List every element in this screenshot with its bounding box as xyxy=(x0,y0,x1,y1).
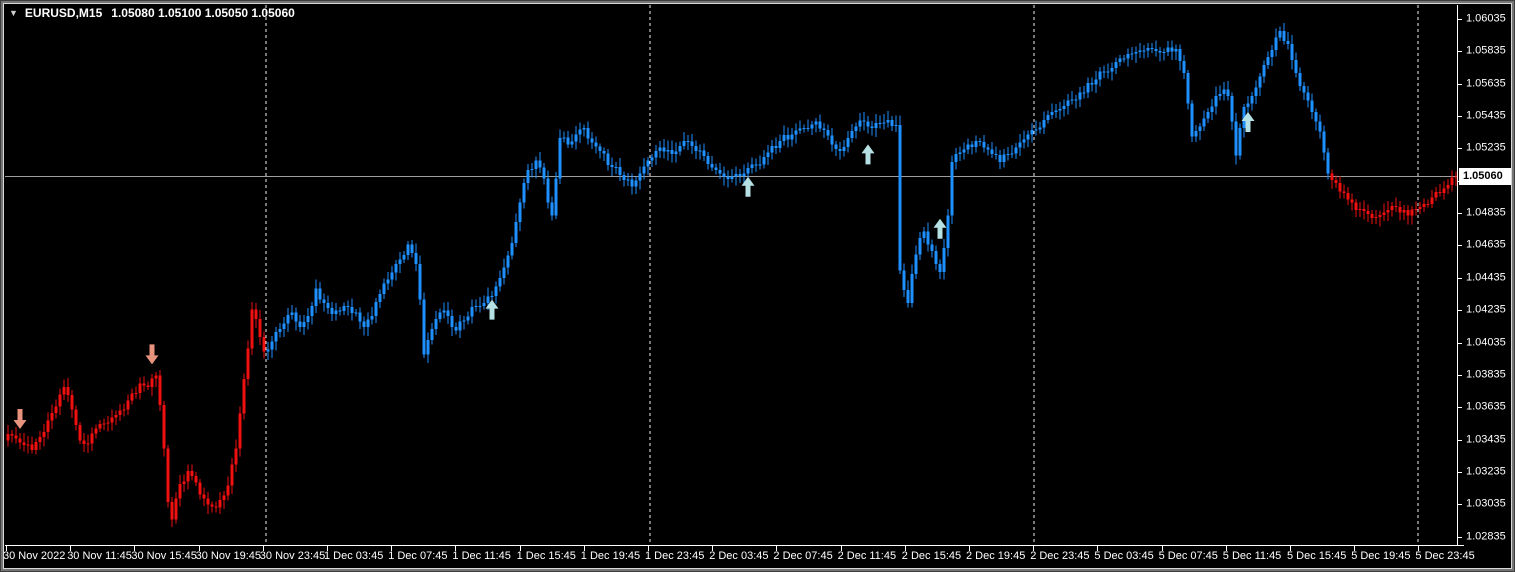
time-tick-mark xyxy=(1418,546,1420,551)
time-tick-mark xyxy=(648,546,649,551)
time-tick-label: 2 Dec 07:45 xyxy=(773,550,833,562)
price-tick-label: 1.04635 xyxy=(1466,238,1506,251)
time-tick-label: 5 Dec 03:45 xyxy=(1094,550,1154,562)
buy-signal-arrow-icon[interactable] xyxy=(933,218,947,239)
price-tick-mark xyxy=(1457,277,1462,279)
buy-signal-arrow-icon[interactable] xyxy=(861,144,875,165)
price-tick-mark xyxy=(1457,19,1462,20)
price-tick-mark xyxy=(1457,83,1462,85)
time-tick-label: 1 Dec 07:45 xyxy=(388,550,448,562)
time-tick-mark xyxy=(6,546,7,551)
time-tick-mark xyxy=(712,546,714,551)
time-tick-mark xyxy=(134,546,136,551)
time-tick-mark xyxy=(327,546,328,551)
time-tick-label: 5 Dec 11:45 xyxy=(1222,550,1282,562)
time-tick-label: 5 Dec 19:45 xyxy=(1351,550,1411,562)
price-tick-mark xyxy=(1457,342,1462,344)
time-tick-mark xyxy=(455,546,457,551)
price-tick-mark xyxy=(1457,51,1462,53)
time-tick-mark xyxy=(1290,546,1291,551)
time-tick-mark xyxy=(1097,546,1099,551)
price-tick-mark xyxy=(1457,310,1462,312)
time-tick-label: 1 Dec 11:45 xyxy=(452,550,511,562)
symbol-label: EURUSD,M15 xyxy=(24,6,103,20)
time-tick-mark xyxy=(840,546,842,551)
price-tick-label: 1.05235 xyxy=(1466,141,1506,154)
time-tick-label: 2 Dec 03:45 xyxy=(709,550,769,562)
price-tick-label: 1.02835 xyxy=(1466,530,1506,543)
time-tick-label: 1 Dec 03:45 xyxy=(324,550,384,562)
time-tick-label: 30 Nov 15:45 xyxy=(131,550,197,562)
time-tick-label: 30 Nov 2022 xyxy=(3,550,66,562)
time-tick-label: 5 Dec 23:45 xyxy=(1415,550,1475,562)
price-tick-mark xyxy=(1457,471,1462,473)
buy-signal-arrow-icon[interactable] xyxy=(485,299,499,320)
buy-signal-arrow-icon[interactable] xyxy=(1241,112,1255,133)
time-tick-label: 1 Dec 19:45 xyxy=(580,550,641,562)
price-tick-label: 1.04835 xyxy=(1466,206,1506,219)
time-tick-label: 1 Dec 15:45 xyxy=(516,550,576,562)
axis-frame-line-vertical xyxy=(1457,5,1458,546)
sell-signal-arrow-icon[interactable] xyxy=(145,344,159,365)
price-tick-label: 1.03635 xyxy=(1466,400,1506,413)
time-tick-mark xyxy=(1225,546,1227,551)
time-tick-label: 2 Dec 23:45 xyxy=(1030,550,1090,562)
ohlc-values: 1.05080 1.05100 1.05050 1.05060 xyxy=(111,6,295,20)
time-tick-mark xyxy=(583,546,585,551)
time-tick-mark xyxy=(904,546,906,551)
axis-frame-line-horizontal xyxy=(5,545,1464,546)
price-tick-mark xyxy=(1457,407,1462,409)
time-tick-label: 5 Dec 07:45 xyxy=(1158,550,1218,562)
price-tick-mark xyxy=(1457,504,1462,506)
time-tick-label: 30 Nov 11:45 xyxy=(67,550,132,562)
price-tick-label: 1.04435 xyxy=(1466,271,1506,284)
time-tick-mark xyxy=(1354,546,1356,551)
time-tick-label: 5 Dec 15:45 xyxy=(1287,550,1347,562)
buy-signal-arrow-icon[interactable] xyxy=(741,176,755,197)
chart-plot-area[interactable] xyxy=(5,5,1458,545)
price-tick-label: 1.05435 xyxy=(1466,109,1506,122)
chart-dropdown-icon: ▼ xyxy=(9,8,18,18)
time-tick-mark xyxy=(519,546,521,551)
price-tick-label: 1.03035 xyxy=(1466,497,1506,510)
current-price-tag: 1.05060 xyxy=(1459,168,1513,186)
price-tick-label: 1.04035 xyxy=(1466,336,1506,348)
price-tick-mark xyxy=(1457,213,1462,215)
sell-signal-arrow-icon[interactable] xyxy=(13,409,27,430)
price-tick-mark xyxy=(1457,116,1462,118)
candlestick-series xyxy=(6,22,1458,528)
time-tick-label: 2 Dec 11:45 xyxy=(837,550,897,562)
day-separator-lines xyxy=(265,5,1419,545)
time-tick-label: 2 Dec 19:45 xyxy=(966,550,1026,562)
price-tick-mark xyxy=(1457,148,1462,150)
time-tick-mark xyxy=(776,546,778,551)
time-tick-label: 1 Dec 23:45 xyxy=(645,550,705,562)
price-tick-mark xyxy=(1457,536,1462,538)
price-tick-label: 1.05835 xyxy=(1466,44,1506,57)
time-tick-label: 2 Dec 15:45 xyxy=(901,550,962,562)
time-tick-mark xyxy=(391,546,393,551)
time-tick-label: 30 Nov 23:45 xyxy=(259,550,326,562)
price-tick-label: 1.05635 xyxy=(1466,77,1506,90)
price-tick-mark xyxy=(1457,245,1462,247)
symbol-ohlc-line: ▼ EURUSD,M15 1.05080 1.05100 1.05050 1.0… xyxy=(9,6,295,20)
price-tick-label: 1.03235 xyxy=(1466,465,1506,478)
time-tick-mark xyxy=(70,546,72,551)
time-tick-mark xyxy=(1161,546,1163,551)
time-tick-mark xyxy=(198,546,200,551)
time-tick-mark xyxy=(262,546,264,551)
price-tick-mark xyxy=(1457,439,1462,441)
price-tick-label: 1.04235 xyxy=(1466,303,1506,316)
price-tick-label: 1.03435 xyxy=(1466,433,1506,446)
price-tick-mark xyxy=(1457,374,1462,376)
signal-arrows xyxy=(13,112,1255,430)
time-tick-mark xyxy=(1033,546,1035,551)
price-tick-label: 1.06035 xyxy=(1466,12,1506,25)
time-tick-mark xyxy=(969,546,970,551)
time-tick-label: 30 Nov 19:45 xyxy=(195,550,262,562)
price-tick-label: 1.03835 xyxy=(1466,368,1506,381)
